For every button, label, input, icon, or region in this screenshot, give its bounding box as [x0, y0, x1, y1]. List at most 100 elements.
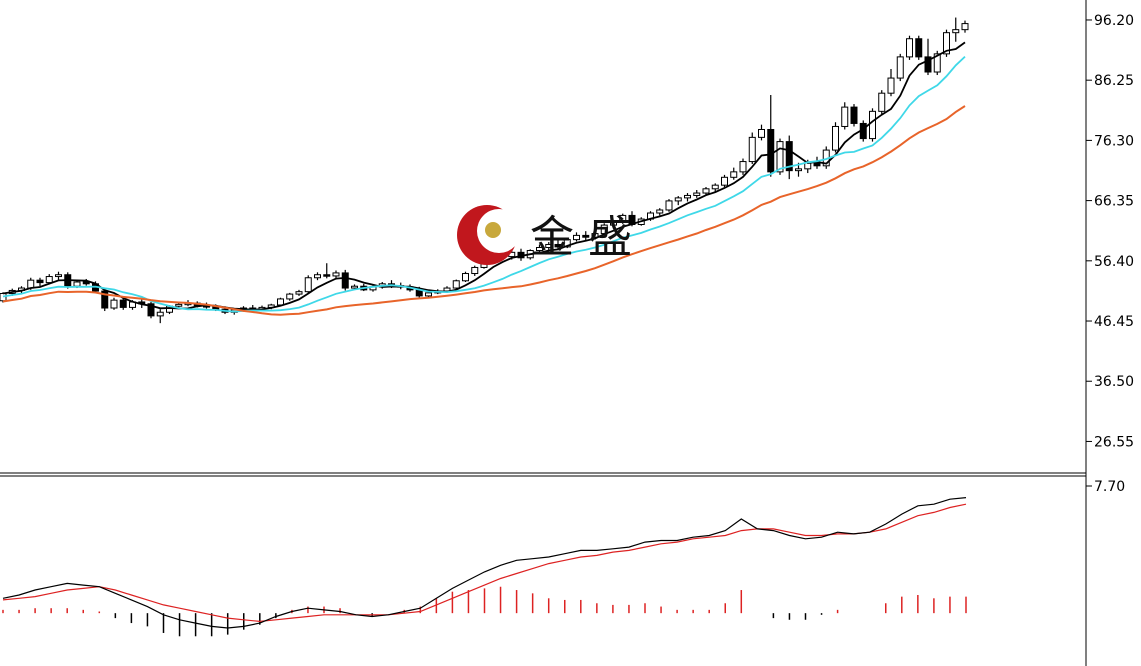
candle	[832, 122, 839, 153]
macd-tick-label: 7.70	[1094, 479, 1125, 495]
candle-body-up	[156, 311, 164, 317]
candle	[573, 232, 580, 242]
candle-body-up	[110, 299, 118, 309]
candle-body-down	[119, 299, 127, 308]
candle-body-up	[332, 272, 340, 277]
candle-body-up	[832, 125, 839, 151]
candle	[758, 124, 765, 141]
candle-body-down	[323, 274, 331, 277]
candle	[295, 289, 303, 296]
candle-body-up	[748, 136, 756, 163]
candle-body-up	[295, 291, 303, 295]
candle-body-up	[425, 292, 432, 297]
candle-body-up	[758, 128, 765, 138]
candle	[785, 135, 793, 180]
candle-body-up	[776, 141, 784, 173]
moving-averages-layer	[2, 41, 966, 316]
candle-body-up	[702, 188, 710, 194]
candle	[156, 309, 164, 324]
candle-body-up	[665, 200, 673, 211]
logo-dot	[485, 222, 501, 238]
candle	[961, 20, 969, 33]
candle-body-up	[878, 92, 886, 112]
candle-body-up	[684, 194, 691, 199]
chart-frame	[0, 0, 1087, 666]
candle-body-up	[610, 221, 617, 226]
candle-body-up	[314, 274, 321, 279]
candle-body-up	[841, 106, 849, 127]
watermark-logo: 金 盛	[457, 205, 632, 265]
price-tick-label: 46.45	[1094, 314, 1134, 330]
candle-body-down	[554, 243, 562, 248]
candle-body-up	[795, 168, 802, 172]
candle-body-up	[45, 276, 53, 284]
candle	[55, 271, 62, 280]
candle	[545, 242, 553, 250]
candle-body-up	[0, 292, 7, 302]
candle-body-up	[73, 281, 81, 287]
candle-body-up	[656, 209, 664, 214]
candle-body-up	[693, 192, 701, 196]
candle-body-up	[471, 266, 479, 275]
candle-body-up	[730, 171, 738, 178]
price-tick-label: 86.25	[1094, 73, 1134, 89]
candle	[721, 174, 728, 187]
ma-long-line	[2, 105, 966, 316]
candle	[582, 231, 590, 241]
candle	[554, 240, 562, 250]
candle	[730, 167, 738, 180]
candle	[850, 104, 858, 127]
candle	[110, 297, 118, 310]
candle	[619, 213, 627, 224]
candle	[869, 108, 876, 142]
candle	[452, 279, 460, 290]
candle-body-down	[341, 272, 349, 289]
macd-dif-line	[2, 497, 967, 629]
candle-body-up	[573, 234, 580, 241]
candle-body-up	[536, 246, 543, 252]
candle	[684, 193, 691, 202]
candle-body-up	[887, 77, 895, 94]
candle	[896, 53, 904, 82]
candle-body-up	[896, 56, 904, 79]
candle	[887, 68, 895, 97]
candle-body-up	[952, 29, 960, 34]
candle-body-up	[545, 243, 553, 248]
candle-body-up	[563, 239, 571, 248]
candle	[610, 220, 617, 228]
candle	[656, 208, 664, 216]
candles-layer	[0, 17, 969, 324]
candle-body-up	[351, 285, 358, 289]
ma-mid-line	[2, 55, 966, 313]
candle-body-down	[850, 106, 858, 124]
candle-body-up	[175, 303, 183, 307]
candle-body-up	[277, 298, 284, 306]
candle	[314, 272, 321, 281]
candle-body-up	[943, 32, 950, 55]
candle-body-up	[906, 38, 913, 58]
watermark-text: 金 盛	[530, 212, 632, 263]
price-tick-label: 56.40	[1094, 254, 1134, 270]
candle-body-up	[721, 176, 728, 186]
candle-body-up	[619, 214, 627, 223]
macd-dea-line	[2, 503, 967, 623]
candle	[471, 265, 479, 276]
candle-body-up	[711, 184, 719, 190]
candle	[462, 271, 469, 282]
candle-body-down	[785, 141, 793, 172]
candle	[748, 132, 756, 164]
candle	[878, 90, 886, 115]
price-axis: 96.20 86.25 76.30 66.35 56.40 46.45 36.50 26.55	[1086, 13, 1134, 450]
candle-body-up	[961, 23, 969, 31]
candle	[739, 158, 747, 175]
candle	[915, 35, 923, 60]
candle-body-down	[147, 303, 155, 317]
candle	[674, 196, 682, 206]
candle-body-down	[915, 38, 923, 58]
candle-body-down	[582, 234, 590, 238]
price-tick-label: 76.30	[1094, 133, 1134, 149]
candle-body-up	[674, 197, 682, 202]
price-tick-label: 96.20	[1094, 13, 1134, 29]
candle-body-down	[924, 56, 932, 73]
